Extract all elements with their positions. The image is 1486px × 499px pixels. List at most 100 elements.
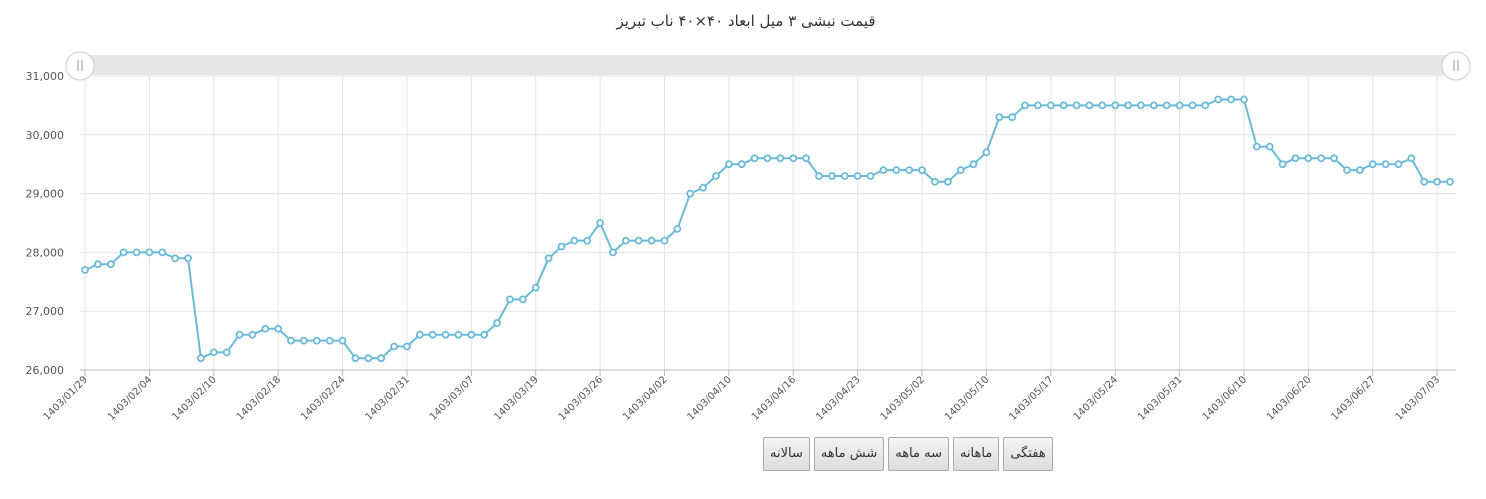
data-point [1407,154,1416,163]
x-tick-label: 1403/07/03 [1394,374,1443,423]
y-tick-label: 29,000 [26,188,65,201]
data-point [119,248,128,257]
x-tick-label: 1403/05/17 [1007,374,1056,423]
x-tick-label: 1403/06/20 [1265,374,1314,423]
data-point [982,148,991,157]
x-tick-label: 1403/05/31 [1136,374,1185,423]
data-point [402,342,411,351]
data-point [609,248,617,257]
chart-title: قیمت نبشی ۳ میل ابعاد ۴۰×۴۰ ناب تبریز [616,12,876,30]
data-point [106,260,115,269]
data-point [1046,101,1055,110]
data-point [1381,160,1390,169]
data-point [1291,154,1300,163]
x-tick-label: 1403/02/24 [299,374,348,423]
data-point [1278,160,1287,169]
data-point [943,177,952,186]
data-point [544,254,553,263]
data-point [673,224,682,233]
x-tick-label: 1403/05/02 [879,374,928,423]
range-selector: سالانه شش ماهه سه ماهه ماهانه هفتگی [763,437,1053,471]
x-axis-labels: 1403/01/29 1403/02/04 1403/02/10 1403/02/18… [42,374,1443,423]
y-tick-label: 28,000 [26,246,65,259]
data-point [1446,177,1454,186]
range-button-three-months[interactable]: سه ماهه [888,437,949,471]
x-tick-label: 1403/02/04 [106,374,155,423]
range-button-six-months[interactable]: شش ماهه [813,437,885,471]
data-point [699,183,707,192]
data-point [737,160,746,169]
navigator-handle-left[interactable] [65,51,95,81]
data-point [1227,95,1235,104]
data-point [647,236,656,245]
x-tick-label: 1403/05/24 [1072,374,1121,423]
x-tick-label: 1403/04/02 [621,374,670,423]
data-point [1098,101,1107,110]
data-point [1356,166,1364,175]
data-point [1252,142,1261,151]
data-point [1162,101,1171,110]
data-point [222,348,231,357]
y-tick-label: 31,000 [26,70,65,83]
data-point [428,330,437,339]
y-tick-label: 30,000 [26,129,65,142]
x-tick-label: 1403/03/26 [557,374,606,423]
range-button-monthly[interactable]: ماهانه [952,437,1000,471]
data-point [1214,95,1223,104]
data-point [918,166,926,175]
grip-icon [77,60,83,71]
navigator-band[interactable] [80,55,1456,75]
data-point [441,330,450,339]
data-point [1433,177,1441,186]
data-point [184,254,192,263]
y-tick-label: 26,000 [26,364,65,377]
data-point [1034,101,1042,110]
x-tick-label: 1403/06/27 [1329,374,1378,423]
data-point [1085,101,1094,110]
data-point [81,266,89,274]
navigator-handle-right[interactable] [1441,51,1471,81]
series-layer [81,95,1454,363]
data-point [1201,101,1210,110]
data-point [1330,154,1338,163]
data-point [171,254,180,263]
data-point [518,295,527,304]
x-tick-label: 1403/02/10 [170,374,219,423]
data-point [377,354,386,363]
data-point [351,354,360,363]
data-point [467,330,476,339]
data-point [660,236,669,245]
price-series-line [84,98,1450,360]
data-point [299,336,308,345]
data-point [583,236,592,245]
y-axis-labels: 26,000 27,000 28,000 29,000 30,000 31,000 [26,70,65,377]
data-point [815,172,823,180]
data-point [493,319,502,327]
data-point [686,189,695,198]
data-point [840,172,849,180]
data-point [287,336,295,345]
data-point [1059,101,1068,110]
data-point [956,166,965,175]
data-point [1124,101,1132,110]
data-point [1240,95,1248,104]
x-tick-label: 1403/04/23 [814,374,863,423]
price-line-chart: 26,000 27,000 28,000 29,000 30,000 31,000 140… [26,51,1471,423]
data-point [1111,101,1120,110]
data-point [892,166,901,175]
data-point [248,330,257,339]
data-point [879,166,888,175]
range-button-weekly[interactable]: هفتگی [1003,437,1053,471]
data-point [750,154,759,163]
data-point [995,113,1004,122]
x-tick-label: 1403/01/29 [42,374,91,423]
data-point [1304,154,1313,163]
x-tick-label: 1403/04/16 [750,374,799,423]
data-point [1420,177,1429,186]
range-button-yearly[interactable]: سالانه [763,437,810,471]
data-point [235,330,244,339]
data-point [1008,113,1017,122]
data-point [828,172,836,180]
data-point [866,172,875,180]
data-point [454,330,463,339]
